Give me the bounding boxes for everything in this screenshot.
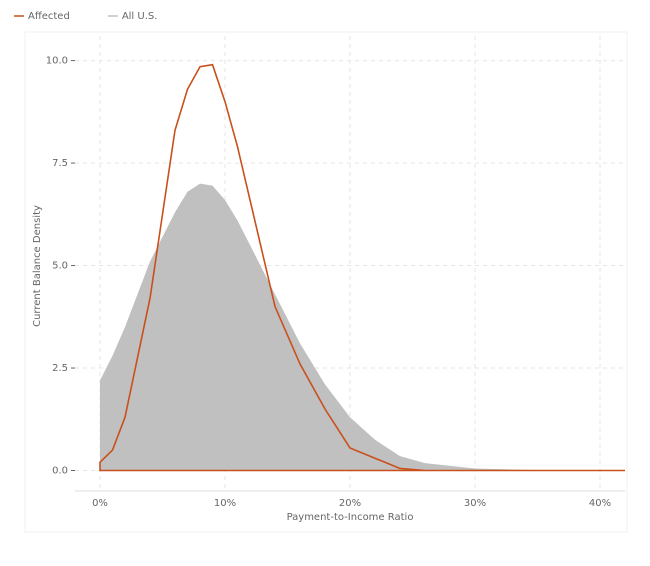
- x-axis-title: Payment-to-Income Ratio: [287, 512, 414, 523]
- x-tick-label: 40%: [589, 498, 611, 509]
- y-tick-label: 0.0: [52, 466, 68, 477]
- y-tick-label: 10.0: [46, 56, 68, 67]
- y-axis-title: Current Balance Density: [32, 205, 43, 327]
- y-tick-label: 2.5: [52, 363, 68, 374]
- y-tick-label: 7.5: [52, 158, 68, 169]
- x-tick-label: 20%: [339, 498, 361, 509]
- legend-label: All U.S.: [122, 11, 158, 22]
- x-tick-label: 0%: [92, 498, 108, 509]
- density-area: [100, 183, 625, 471]
- legend-label: Affected: [28, 11, 70, 22]
- density-line: [99, 63, 625, 472]
- x-tick-label: 30%: [464, 498, 486, 509]
- y-tick-label: 5.0: [52, 261, 68, 272]
- x-tick-label: 10%: [214, 498, 236, 509]
